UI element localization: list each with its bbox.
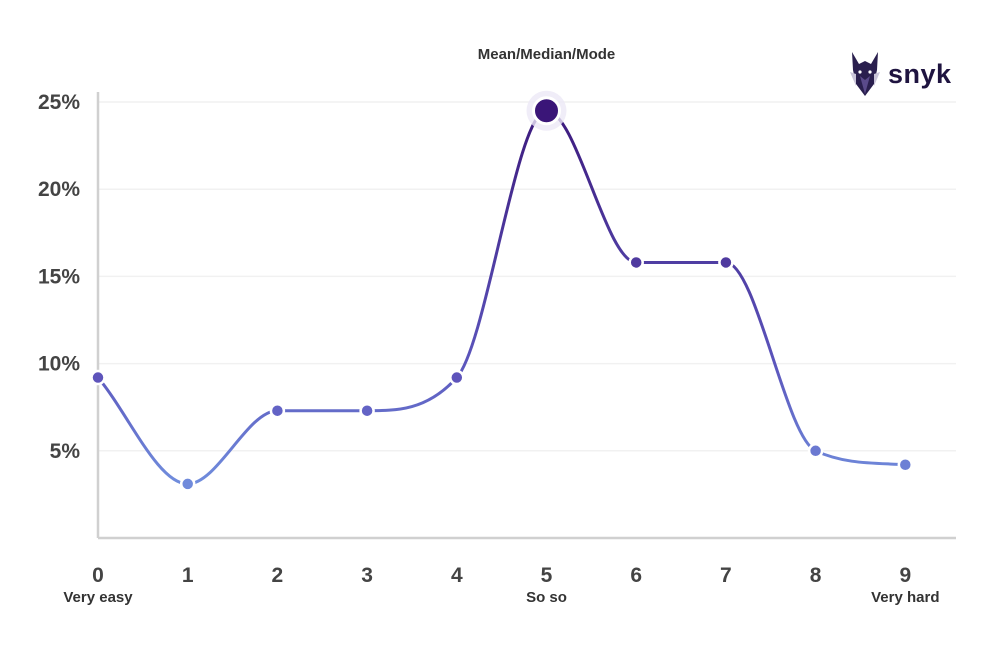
data-point [718, 254, 734, 271]
x-tick-label: 5 [541, 564, 553, 587]
axes [96, 92, 956, 540]
x-tick-label: 3 [361, 564, 373, 587]
x-tick-label: 1 [182, 564, 194, 587]
x-tick-label: 7 [720, 564, 732, 587]
data-point [897, 457, 914, 473]
data-point [90, 369, 106, 386]
doberman-logo-icon [850, 52, 880, 96]
y-tick-label: 10% [38, 353, 80, 376]
x-axis-ticks: 0 1 2 3 4 5 6 7 8 9 [92, 564, 911, 587]
y-axis-ticks: 5% 10% 15% 20% 25% [38, 91, 80, 463]
data-point [807, 443, 824, 459]
x-tick-label: 0 [92, 564, 104, 587]
data-point [269, 402, 286, 419]
y-tick-label: 20% [38, 178, 80, 201]
x-sub-label: So so [526, 589, 567, 606]
data-point [179, 476, 196, 492]
y-tick-label: 5% [50, 440, 81, 463]
x-tick-label: 9 [899, 564, 911, 587]
x-tick-label: 4 [451, 564, 463, 587]
data-points [90, 90, 914, 492]
data-point [628, 254, 644, 271]
brand-name: snyk [888, 58, 952, 89]
data-point [359, 402, 375, 419]
series-line [96, 109, 906, 486]
peak-annotation: Mean/Median/Mode [478, 46, 616, 63]
y-tick-label: 15% [38, 265, 80, 288]
x-axis-sub-labels: Very easy So so Very hard [63, 589, 939, 606]
x-tick-label: 6 [630, 564, 642, 587]
gridlines [98, 101, 956, 452]
brand-logo: snyk [848, 50, 952, 98]
x-sub-label: Very hard [871, 589, 939, 606]
y-tick-label: 25% [38, 91, 80, 114]
x-tick-label: 8 [810, 564, 822, 587]
data-point [449, 369, 465, 386]
x-tick-label: 2 [272, 564, 284, 587]
x-sub-label: Very easy [63, 589, 133, 606]
data-point [532, 96, 561, 126]
